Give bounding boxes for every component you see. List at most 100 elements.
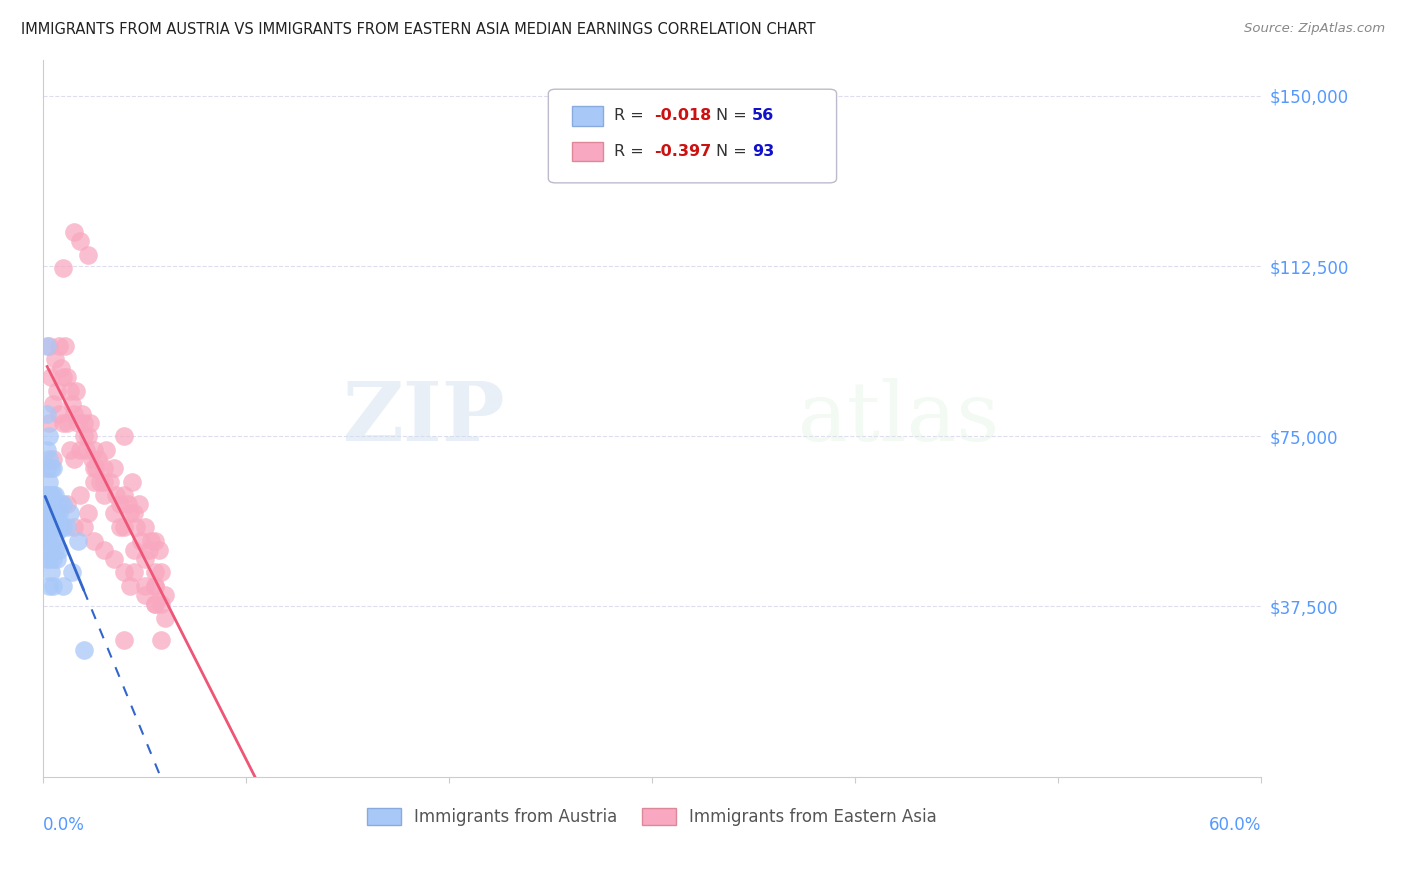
- Point: [38, 338, 60, 352]
- Point: [62, 520, 84, 534]
- Point: [93, 475, 115, 489]
- Point: [69, 488, 91, 502]
- Point: [38, 533, 60, 548]
- Point: [42, 452, 65, 467]
- Point: [153, 588, 176, 602]
- Point: [143, 597, 166, 611]
- Point: [69, 234, 91, 248]
- Point: [103, 507, 125, 521]
- Point: [46, 497, 69, 511]
- Point: [129, 533, 152, 548]
- Point: [121, 475, 143, 489]
- Point: [84, 461, 107, 475]
- Point: [38, 551, 60, 566]
- Point: [46, 551, 69, 566]
- Point: [103, 461, 125, 475]
- Point: [48, 338, 70, 352]
- Point: [38, 475, 60, 489]
- Point: [39, 566, 62, 580]
- Point: [89, 475, 111, 489]
- Point: [44, 542, 66, 557]
- Point: [52, 370, 75, 384]
- Point: [134, 551, 156, 566]
- Point: [65, 384, 87, 398]
- Point: [48, 520, 70, 534]
- Point: [105, 488, 128, 502]
- Point: [87, 452, 110, 467]
- Point: [37, 461, 59, 475]
- Point: [37, 407, 59, 421]
- Point: [52, 261, 75, 276]
- Point: [46, 524, 69, 539]
- Point: [51, 497, 73, 511]
- Point: [39, 461, 62, 475]
- Point: [37, 338, 59, 352]
- Point: [112, 429, 135, 443]
- Point: [56, 416, 79, 430]
- Point: [70, 407, 93, 421]
- Text: Source: ZipAtlas.com: Source: ZipAtlas.com: [1244, 22, 1385, 36]
- Point: [55, 338, 77, 352]
- Point: [139, 533, 162, 548]
- Point: [34, 533, 56, 548]
- Point: [42, 579, 65, 593]
- Point: [38, 579, 60, 593]
- Point: [75, 442, 97, 457]
- Text: R =: R =: [614, 145, 650, 159]
- Point: [38, 520, 60, 534]
- Point: [42, 520, 65, 534]
- Point: [60, 566, 83, 580]
- Point: [124, 507, 146, 521]
- Text: atlas: atlas: [799, 378, 1001, 458]
- Point: [37, 442, 59, 457]
- Point: [120, 579, 142, 593]
- Text: -0.018: -0.018: [654, 109, 711, 123]
- Point: [125, 520, 148, 534]
- Point: [124, 542, 146, 557]
- Point: [124, 566, 146, 580]
- Point: [56, 370, 79, 384]
- Point: [73, 429, 96, 443]
- Point: [42, 507, 65, 521]
- Point: [117, 497, 139, 511]
- Point: [42, 533, 65, 548]
- Point: [38, 416, 60, 430]
- Point: [134, 579, 156, 593]
- Point: [98, 475, 121, 489]
- Point: [37, 488, 59, 502]
- Point: [93, 488, 115, 502]
- Point: [112, 566, 135, 580]
- Point: [56, 497, 79, 511]
- Point: [153, 611, 176, 625]
- Point: [52, 416, 75, 430]
- Point: [143, 579, 166, 593]
- Text: -0.397: -0.397: [654, 145, 711, 159]
- Point: [52, 497, 75, 511]
- Point: [138, 542, 160, 557]
- Point: [143, 579, 166, 593]
- Point: [44, 352, 66, 367]
- Point: [83, 533, 105, 548]
- Text: 93: 93: [752, 145, 775, 159]
- Point: [93, 542, 115, 557]
- Legend: Immigrants from Austria, Immigrants from Eastern Asia: Immigrants from Austria, Immigrants from…: [361, 801, 943, 833]
- Point: [76, 507, 98, 521]
- Point: [38, 507, 60, 521]
- Point: [58, 507, 80, 521]
- Point: [44, 520, 66, 534]
- Point: [39, 507, 62, 521]
- Point: [83, 461, 105, 475]
- Point: [48, 507, 70, 521]
- Point: [39, 488, 62, 502]
- Point: [148, 542, 170, 557]
- Point: [42, 551, 65, 566]
- Text: 0.0%: 0.0%: [44, 816, 84, 834]
- Point: [62, 407, 84, 421]
- Point: [134, 588, 156, 602]
- Point: [134, 520, 156, 534]
- Point: [128, 497, 150, 511]
- Point: [143, 533, 166, 548]
- Point: [120, 507, 142, 521]
- Point: [39, 520, 62, 534]
- Point: [66, 533, 89, 548]
